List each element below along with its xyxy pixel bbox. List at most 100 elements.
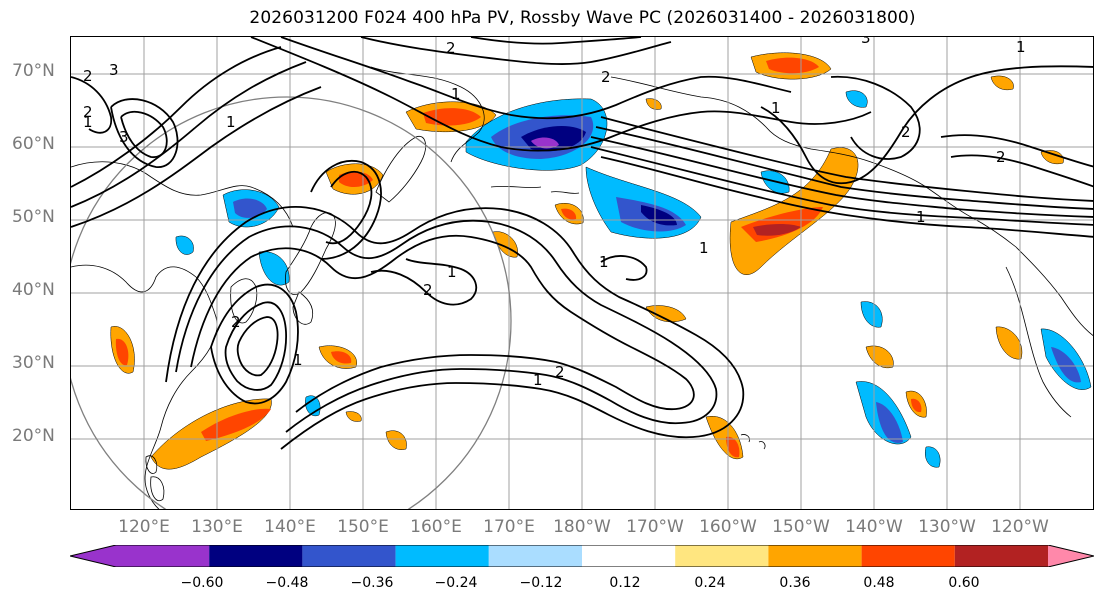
contour-label: 1 [293, 351, 303, 369]
pv-contour [224, 301, 287, 391]
lon-label-160w: 160°W [699, 517, 757, 537]
colorbar-segments [70, 545, 1094, 567]
pv-positive-region [492, 231, 518, 258]
contour-label: 1 [771, 99, 781, 117]
pv-negative-region [531, 137, 559, 149]
pv-contour [250, 37, 872, 152]
pv-contour [236, 316, 279, 377]
contour-label: 3 [119, 128, 129, 146]
colorbar-tick-label: 0.24 [694, 575, 726, 591]
colorbar-segment [954, 545, 1048, 567]
contour-label: 1 [1016, 38, 1026, 56]
pv-positive-region [645, 98, 662, 110]
coastline-asia [71, 264, 218, 509]
pv-contour [600, 116, 1093, 202]
contour-label: 1 [83, 113, 93, 131]
lon-label-170w: 170°W [626, 517, 684, 537]
pv-negative-region [175, 235, 194, 255]
pv-contour [590, 136, 1093, 218]
contour-label: 2 [446, 39, 456, 57]
colorbar-segment [70, 545, 210, 567]
colorbar-tick-label: 0.36 [779, 575, 811, 591]
colorbar-segment [209, 545, 303, 567]
coastline-na-west [1005, 266, 1072, 418]
lat-label-70n: 70°N [12, 61, 55, 81]
lon-label-120e: 120°E [118, 517, 170, 537]
pv-contour [190, 234, 695, 413]
colorbar-segment [768, 545, 862, 567]
lat-label-50n: 50°N [12, 207, 55, 227]
colorbar-segment [582, 545, 676, 567]
pv-contour [71, 46, 282, 188]
map-panel: 3 2 1 1 2 3 2 1 1 2 1 1 2 2 1 1 2 1 1 3 … [70, 36, 1094, 510]
pv-contour [370, 258, 478, 306]
colorbar-tick-label: −0.48 [265, 575, 309, 591]
contour-label: 1 [916, 208, 926, 226]
pv-positive-region [726, 436, 740, 458]
gridlines [71, 37, 1093, 509]
pv-negative-region [860, 301, 883, 328]
lon-label-140w: 140°W [845, 517, 903, 537]
contour-label: 2 [601, 68, 611, 86]
lon-label-130e: 130°E [191, 517, 243, 537]
colorbar-tick-label: −0.24 [434, 575, 478, 591]
pv-positive-region [115, 338, 129, 366]
colorbar-tick-label: −0.36 [350, 575, 394, 591]
coastline-taiwan [145, 455, 158, 474]
map-canvas: 3 2 1 1 2 3 2 1 1 2 1 1 2 2 1 1 2 1 1 3 … [71, 37, 1093, 509]
coastlines [71, 66, 1093, 509]
contour-label: 2 [555, 363, 565, 381]
coastline-hawaii [740, 434, 766, 450]
colorbar-segment [861, 545, 955, 567]
contour-label: 1 [699, 239, 709, 257]
pv-negative-region [876, 402, 903, 443]
contour-label: 2 [996, 148, 1006, 166]
pv-contours [71, 37, 1093, 450]
contour-labels: 3 2 1 1 2 3 2 1 1 2 1 1 2 2 1 1 2 1 1 3 … [83, 37, 1026, 389]
pv-contour [71, 61, 307, 208]
lon-label-130w: 130°W [918, 517, 976, 537]
lon-label-120w: 120°W [991, 517, 1049, 537]
pv-contour [280, 37, 792, 120]
pv-contour [830, 75, 921, 160]
pv-positive-region [201, 408, 271, 441]
lon-label-160e: 160°E [410, 517, 462, 537]
contour-label: 1 [447, 263, 457, 281]
colorbar-segment [1048, 545, 1094, 567]
pv-positive-region [753, 224, 801, 236]
contour-label: 1 [226, 113, 236, 131]
colorbar-tick-label: −0.60 [180, 575, 224, 591]
contour-label: 2 [231, 313, 241, 331]
coastline-aleutians [490, 186, 580, 194]
lon-label-170e: 170°E [483, 517, 535, 537]
contour-label: 3 [109, 61, 119, 79]
pv-contour [210, 283, 299, 405]
pv-negative-region [1051, 347, 1081, 383]
pv-contour [71, 76, 113, 134]
pv-positive-region [990, 75, 1014, 91]
colorbar-segment [488, 545, 582, 567]
pv-contour [175, 219, 718, 433]
pv-contour [595, 126, 1093, 210]
pv-positive-region [766, 57, 819, 74]
contour-label: 2 [901, 123, 911, 141]
pv-negative-region [233, 198, 267, 218]
contour-label: 2 [423, 281, 433, 299]
lat-label-20n: 20°N [12, 426, 55, 446]
colorbar-segment [675, 545, 769, 567]
pv-shading [110, 52, 1092, 470]
pv-contour [590, 146, 1093, 226]
pv-contour [310, 160, 382, 260]
colorbar [70, 545, 1094, 567]
pv-contour [600, 255, 648, 281]
pv-contour [940, 134, 1093, 168]
pv-negative-region [845, 90, 868, 108]
pv-contour [360, 37, 672, 65]
pv-contour [760, 65, 1093, 185]
lat-label-60n: 60°N [12, 134, 55, 154]
pv-positive-region [345, 411, 362, 422]
coastline-philippines [150, 476, 165, 502]
contour-label: 3 [861, 37, 871, 47]
contour-label: 1 [451, 85, 461, 103]
pv-positive-region [865, 345, 894, 369]
